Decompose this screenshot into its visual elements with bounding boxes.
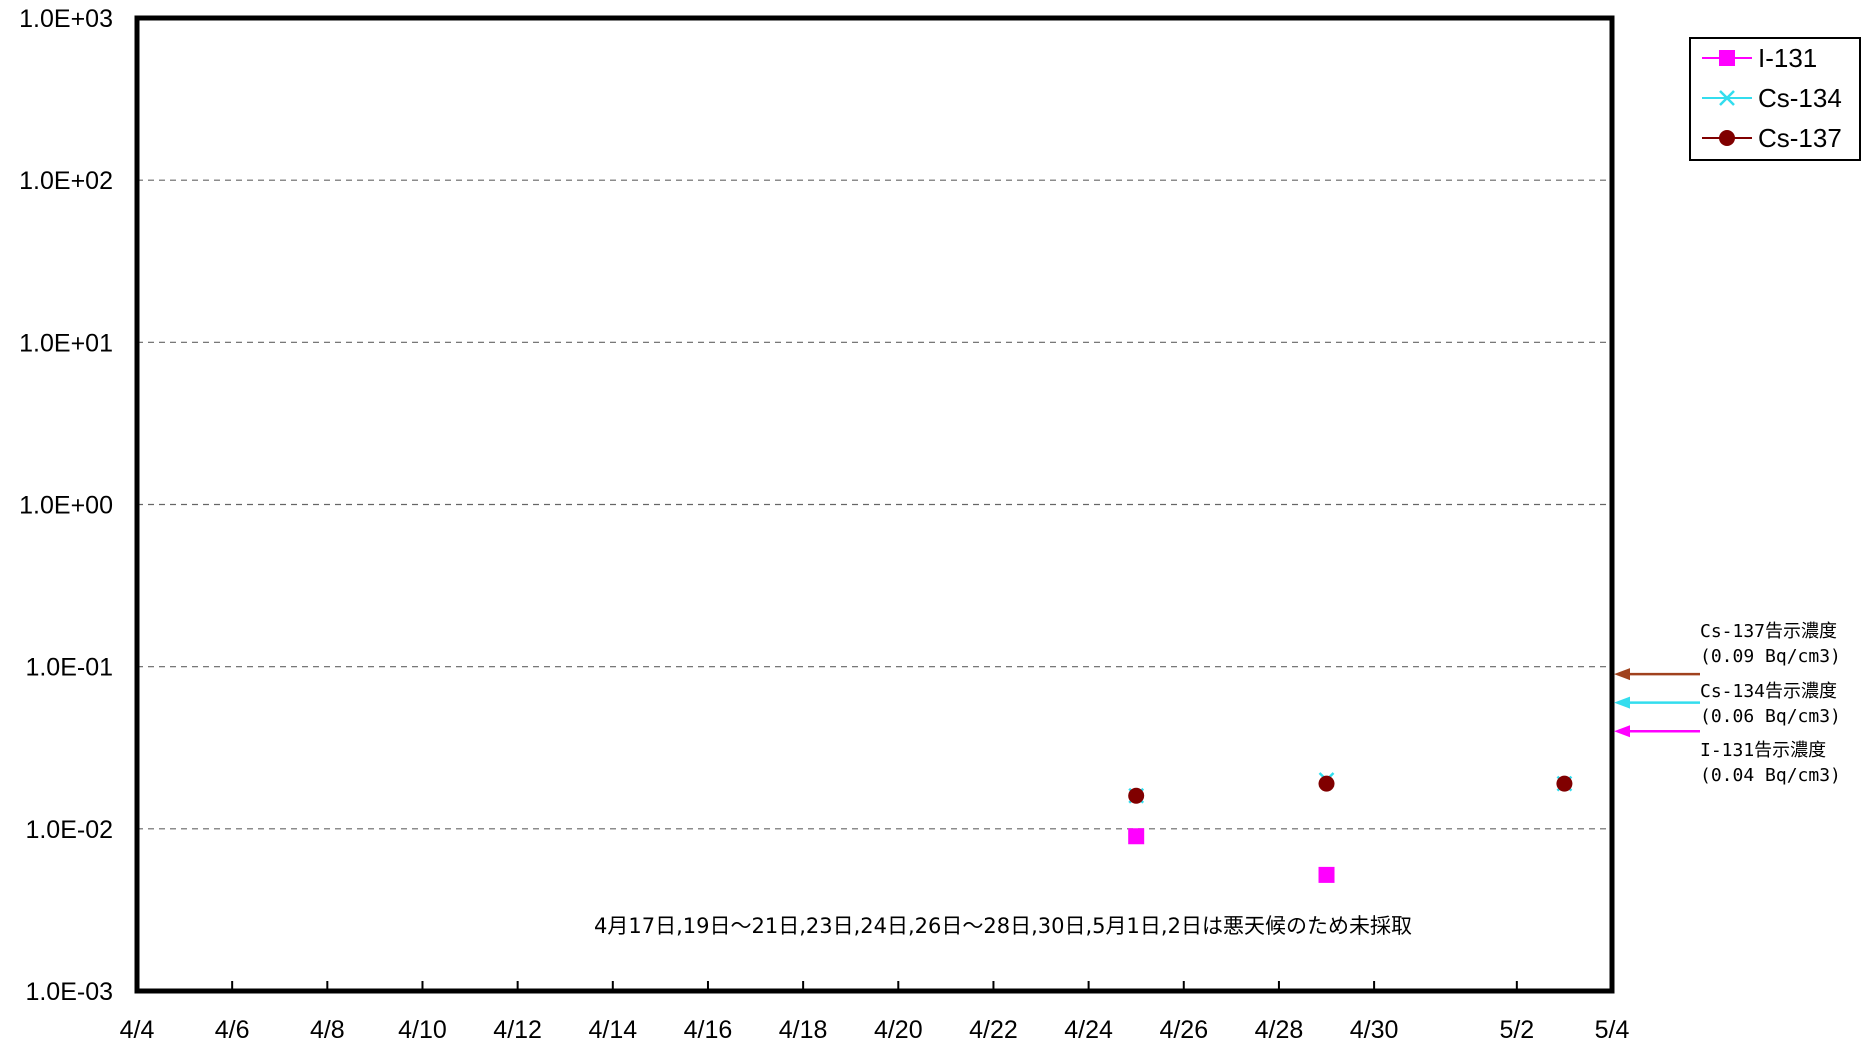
x-tick-label: 4/22: [969, 1016, 1018, 1044]
limit-arrow-head: [1614, 697, 1630, 709]
data-point-cs-137: [1556, 776, 1572, 792]
x-tick-label: 4/16: [684, 1016, 733, 1044]
x-tick-label: 4/18: [779, 1016, 828, 1044]
chart-note: 4月17日,19日～21日,23日,24日,26日～28日,30日,5月1日,2…: [594, 914, 1412, 938]
x-tick-label: 4/4: [120, 1016, 155, 1044]
x-tick-label: 4/26: [1159, 1016, 1208, 1044]
y-tick-label: 1.0E+03: [19, 5, 113, 33]
legend-label: I-131: [1758, 43, 1817, 73]
limit-annotation-text: Cs-137告示濃度: [1700, 621, 1837, 642]
data-point-cs-137: [1319, 776, 1335, 792]
x-tick-label: 4/28: [1255, 1016, 1304, 1044]
y-tick-label: 1.0E+02: [19, 167, 113, 195]
legend: I-131 Cs-134 Cs-137: [1690, 38, 1860, 160]
data-point-i-131: [1319, 867, 1335, 883]
y-tick-label: 1.0E+00: [19, 492, 113, 520]
legend-label: Cs-134: [1758, 83, 1842, 113]
limit-annotation-text: I-131告示濃度: [1700, 740, 1826, 761]
legend-label: Cs-137: [1758, 123, 1842, 153]
gridlines: [137, 180, 1612, 829]
limit-arrow-head: [1614, 668, 1630, 680]
y-axis-tick-labels: 1.0E-03 1.0E-02 1.0E-01 1.0E+00 1.0E+01 1.0E+…: [19, 5, 113, 1006]
y-tick-label: 1.0E-02: [25, 816, 113, 844]
data-point-i-131: [1128, 828, 1144, 844]
limit-annotation-text: (0.09 Bq/cm3): [1700, 646, 1841, 667]
x-tick-label: 4/30: [1350, 1016, 1399, 1044]
legend-marker: [1719, 50, 1735, 66]
x-tick-label: 4/14: [588, 1016, 637, 1044]
x-tick-label: 5/4: [1595, 1016, 1630, 1044]
x-tick-label: 4/10: [398, 1016, 447, 1044]
data-points: [1128, 773, 1572, 883]
x-tick-label: 4/12: [493, 1016, 542, 1044]
x-tick-label: 4/24: [1064, 1016, 1113, 1044]
limit-annotation-text: (0.04 Bq/cm3): [1700, 765, 1841, 786]
y-tick-label: 1.0E+01: [19, 329, 113, 357]
x-tick-label: 4/8: [310, 1016, 345, 1044]
limit-annotations: Cs-137告示濃度 (0.09 Bq/cm3) Cs-134告示濃度 (0.06 B…: [1614, 621, 1841, 786]
limit-annotation-text: Cs-134告示濃度: [1700, 681, 1837, 702]
y-tick-label: 1.0E-01: [25, 654, 113, 682]
legend-marker: [1719, 130, 1735, 146]
x-tick-label: 5/2: [1499, 1016, 1534, 1044]
data-point-cs-137: [1128, 788, 1144, 804]
x-tick-label: 4/20: [874, 1016, 923, 1044]
x-tick-label: 4/6: [215, 1016, 250, 1044]
limit-arrow-head: [1614, 725, 1630, 737]
x-axis-tick-labels: 4/4 4/6 4/8 4/10 4/12 4/14 4/16 4/18 4/20 4/22 4/2…: [120, 1016, 1630, 1044]
y-tick-label: 1.0E-03: [25, 978, 113, 1006]
limit-annotation-text: (0.06 Bq/cm3): [1700, 706, 1841, 727]
